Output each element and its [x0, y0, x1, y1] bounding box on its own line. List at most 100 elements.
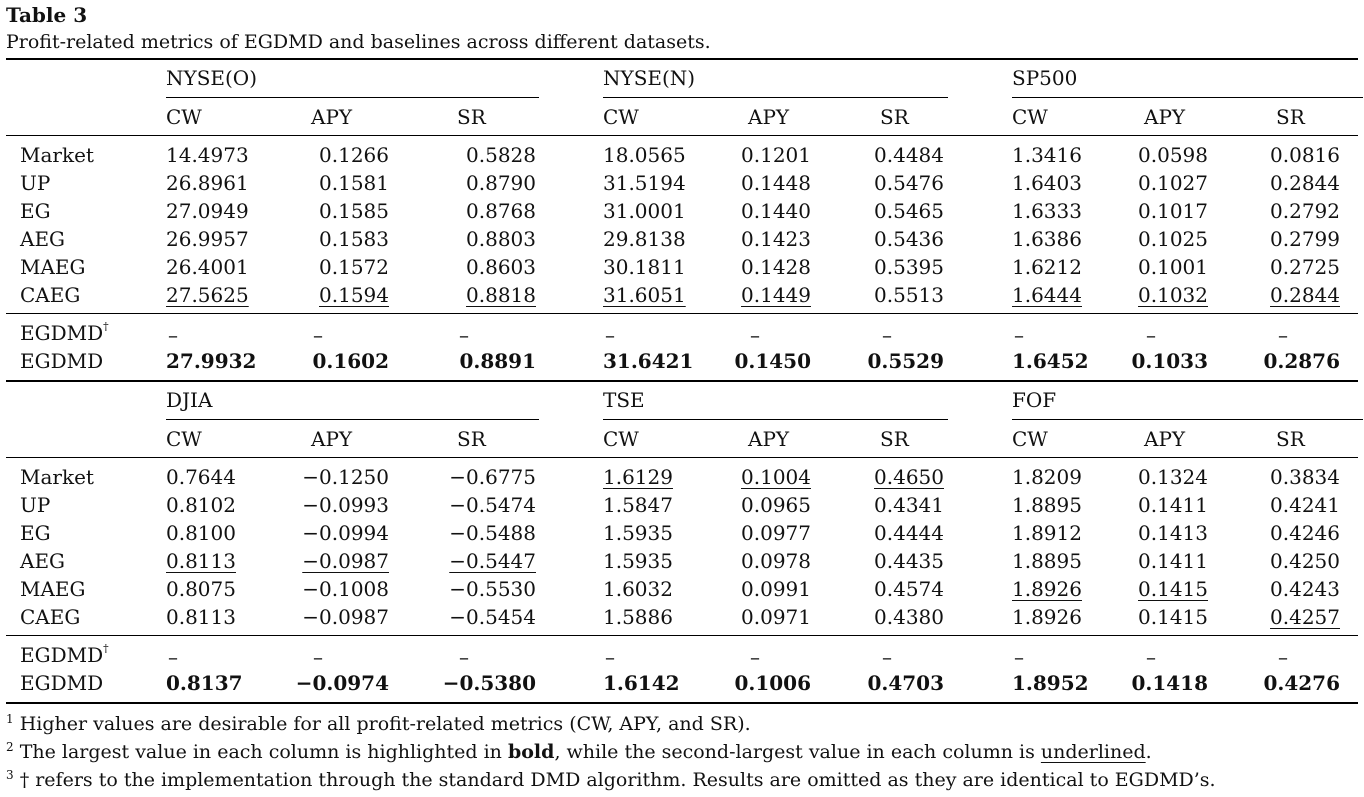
- metric-header: SR: [880, 427, 909, 451]
- metric-header: SR: [457, 427, 486, 451]
- table-cell: 0.8790: [466, 171, 536, 195]
- dataset-header: NYSE(N): [603, 66, 696, 90]
- row-label: CAEG: [20, 605, 81, 629]
- table-caption: Profit-related metrics of EGDMD and base…: [6, 31, 711, 53]
- table-cell: 0.4380: [874, 605, 944, 629]
- table-cell: 0.8075: [166, 577, 236, 601]
- table-cell: 0.8102: [166, 493, 236, 517]
- table-cell: 0.1581: [319, 171, 389, 195]
- dash-cell: –: [1146, 645, 1156, 669]
- table-cell: 1.8895: [1012, 549, 1082, 573]
- footnote-text: Higher values are desirable for all prof…: [19, 713, 751, 735]
- table-cell: 26.9957: [166, 227, 249, 251]
- table-cell: 0.0965: [741, 493, 811, 517]
- table-cell: 0.8100: [166, 521, 236, 545]
- table-cell: 0.1032: [1138, 283, 1208, 307]
- table-cell: 0.4435: [874, 549, 944, 573]
- table-cell: 0.1001: [1138, 255, 1208, 279]
- table-cell: −0.1250: [302, 465, 389, 489]
- dash-cell: –: [168, 323, 178, 347]
- metric-header: APY: [748, 427, 790, 451]
- dagger-mark: †: [103, 642, 109, 655]
- table-cell: 0.1572: [319, 255, 389, 279]
- table-cell: 0.0598: [1138, 143, 1208, 167]
- table-cell-best: 31.6421: [603, 349, 694, 373]
- table-cell: 0.1413: [1138, 521, 1208, 545]
- table-cell: 0.4444: [874, 521, 944, 545]
- table-cell: 1.6386: [1012, 227, 1082, 251]
- dash-cell: –: [1014, 323, 1024, 347]
- table-cell: 26.8961: [166, 171, 249, 195]
- table-cell: 0.1415: [1138, 577, 1208, 601]
- table-cell: 0.1411: [1138, 549, 1208, 573]
- table-cell: 0.7644: [166, 465, 236, 489]
- metric-header: CW: [166, 105, 202, 129]
- table-cell: 0.1004: [741, 465, 811, 489]
- table-cell: 0.4257: [1270, 605, 1340, 629]
- table-cell: 30.1811: [603, 255, 686, 279]
- row-label: MAEG: [20, 255, 86, 279]
- table-cell: 1.5935: [603, 549, 673, 573]
- row-label: EG: [20, 199, 51, 223]
- row-label: UP: [20, 493, 51, 517]
- table-cell: 0.1027: [1138, 171, 1208, 195]
- metric-header: APY: [1144, 105, 1186, 129]
- table-cell: 26.4001: [166, 255, 249, 279]
- table-cell-best: 0.8137: [166, 671, 243, 695]
- dataset-header: DJIA: [166, 388, 213, 412]
- row-label-egdmd-dagger: EGDMD†: [20, 642, 109, 667]
- table-cell: −0.5474: [449, 493, 536, 517]
- dataset-header-rule: [603, 97, 948, 98]
- table-cell: 0.1411: [1138, 493, 1208, 517]
- table-cell: −0.0993: [302, 493, 389, 517]
- row-label-egdmd: EGDMD: [20, 349, 104, 373]
- table-cell: 1.6032: [603, 577, 673, 601]
- table-cell-best: 1.6452: [1012, 349, 1089, 373]
- metric-header: CW: [1012, 105, 1048, 129]
- footnote-mark: 1: [6, 712, 14, 726]
- table-cell: 0.4341: [874, 493, 944, 517]
- footnote: 3 † refers to the implementation through…: [6, 769, 1216, 790]
- dash-cell: –: [1014, 645, 1024, 669]
- table-cell: 0.5395: [874, 255, 944, 279]
- table-cell: 1.5847: [603, 493, 673, 517]
- dash-cell: –: [882, 645, 892, 669]
- table-cell: −0.5530: [449, 577, 536, 601]
- table-cell: 18.0565: [603, 143, 686, 167]
- footnote-text: underlined: [1040, 741, 1146, 763]
- table-cell: 0.1585: [319, 199, 389, 223]
- dash-cell: –: [605, 323, 615, 347]
- table-cell: −0.1008: [302, 577, 389, 601]
- row-label: AEG: [20, 549, 66, 573]
- metric-header: SR: [880, 105, 909, 129]
- footnote-text: .: [1145, 741, 1152, 763]
- table-cell: 0.1415: [1138, 605, 1208, 629]
- table-cell-best: 27.9932: [166, 349, 257, 373]
- table-cell: 0.8818: [466, 283, 536, 307]
- table-cell: 0.3834: [1270, 465, 1340, 489]
- table-cell-best: 1.8952: [1012, 671, 1089, 695]
- table-cell: 0.2844: [1270, 283, 1340, 307]
- table-cell: −0.5488: [449, 521, 536, 545]
- metric-header: CW: [603, 427, 639, 451]
- table-cell: 0.2799: [1270, 227, 1340, 251]
- table-cell: 1.8926: [1012, 605, 1082, 629]
- row-label: MAEG: [20, 577, 86, 601]
- table-cell: 1.6444: [1012, 283, 1082, 307]
- dash-cell: –: [313, 645, 323, 669]
- table-cell: 0.1583: [319, 227, 389, 251]
- table-cell: 0.5828: [466, 143, 536, 167]
- dataset-header: TSE: [603, 388, 645, 412]
- row-label: EG: [20, 521, 51, 545]
- table-cell-best: 0.1602: [312, 349, 389, 373]
- table-cell: 0.1448: [741, 171, 811, 195]
- dataset-header: SP500: [1012, 66, 1078, 90]
- table-cell: 0.4246: [1270, 521, 1340, 545]
- dataset-header-rule: [603, 419, 948, 420]
- table-cell-best: −0.5380: [442, 671, 536, 695]
- table-cell: 0.1449: [741, 283, 811, 307]
- footnote-text: bold: [507, 741, 555, 763]
- footnote-mark: 2: [6, 740, 14, 754]
- footnote-text: , while the second-largest value in each…: [554, 741, 1041, 763]
- table-cell-best: 1.6142: [603, 671, 680, 695]
